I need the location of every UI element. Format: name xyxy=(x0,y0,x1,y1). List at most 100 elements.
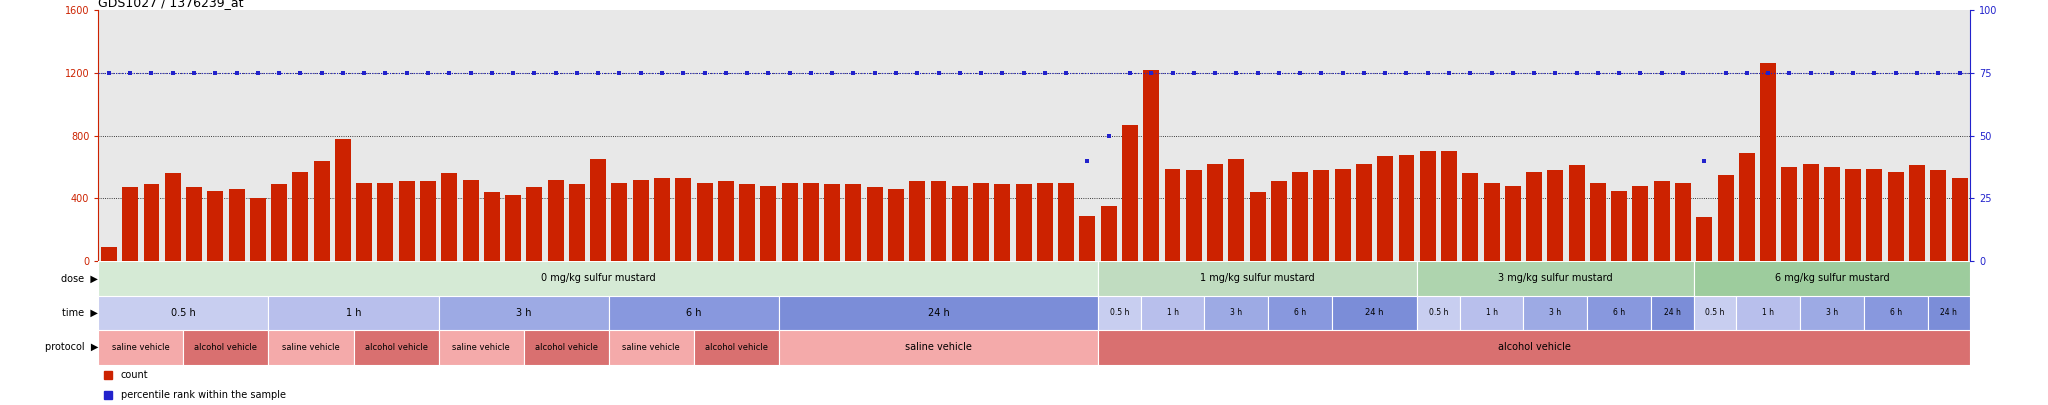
Point xyxy=(774,70,807,76)
Text: alcohol vehicle: alcohol vehicle xyxy=(365,343,428,352)
Text: 6 h: 6 h xyxy=(1890,308,1903,318)
Bar xyxy=(1249,192,1266,261)
Bar xyxy=(526,188,543,261)
Text: alcohol vehicle: alcohol vehicle xyxy=(195,343,258,352)
Text: 24 h: 24 h xyxy=(1663,308,1681,318)
Bar xyxy=(1417,261,1694,296)
Point xyxy=(1731,70,1763,76)
Text: 0.5 h: 0.5 h xyxy=(1110,308,1128,318)
Bar xyxy=(1909,166,1925,261)
Bar xyxy=(356,183,373,261)
Bar xyxy=(866,188,883,261)
Point xyxy=(602,70,635,76)
Bar xyxy=(778,296,1098,330)
Point xyxy=(1774,70,1806,76)
Bar xyxy=(123,188,137,261)
Bar xyxy=(1589,183,1606,261)
Text: dose  ▶: dose ▶ xyxy=(61,273,98,283)
Text: 1 h: 1 h xyxy=(1761,308,1774,318)
Bar xyxy=(739,184,756,261)
Bar xyxy=(1098,296,1141,330)
Point xyxy=(1454,70,1487,76)
Point xyxy=(1198,70,1231,76)
Point xyxy=(1391,70,1423,76)
Point xyxy=(901,70,934,76)
Point xyxy=(1475,70,1507,76)
Bar xyxy=(696,183,713,261)
Bar xyxy=(1759,64,1776,261)
Bar xyxy=(889,189,903,261)
Point xyxy=(752,70,784,76)
Point xyxy=(625,70,657,76)
Bar xyxy=(909,181,926,261)
Bar xyxy=(100,247,117,261)
Text: alcohol vehicle: alcohol vehicle xyxy=(535,343,598,352)
Point xyxy=(539,70,571,76)
Text: alcohol vehicle: alcohol vehicle xyxy=(705,343,768,352)
Bar xyxy=(1651,296,1694,330)
Bar xyxy=(1442,151,1456,261)
Bar xyxy=(1143,70,1159,261)
Point xyxy=(221,70,254,76)
Text: 3 mg/kg sulfur mustard: 3 mg/kg sulfur mustard xyxy=(1497,273,1612,283)
Text: 3 h: 3 h xyxy=(1550,308,1561,318)
Bar xyxy=(1524,296,1587,330)
Point xyxy=(156,70,188,76)
Point xyxy=(1221,70,1253,76)
Point xyxy=(1434,70,1466,76)
Bar xyxy=(952,186,969,261)
Point xyxy=(879,70,911,76)
Point xyxy=(1008,70,1040,76)
Text: 1 mg/kg sulfur mustard: 1 mg/kg sulfur mustard xyxy=(1200,273,1315,283)
Point xyxy=(1604,70,1636,76)
Bar xyxy=(1417,296,1460,330)
Point xyxy=(115,70,147,76)
Point xyxy=(1858,70,1890,76)
Bar xyxy=(1612,191,1628,261)
Bar xyxy=(420,181,436,261)
Bar xyxy=(1165,168,1180,261)
Text: count: count xyxy=(121,370,147,379)
Bar xyxy=(354,330,438,364)
Bar xyxy=(268,330,354,364)
Bar xyxy=(98,296,268,330)
Bar xyxy=(483,192,500,261)
Bar xyxy=(1694,261,1970,296)
Bar xyxy=(1569,166,1585,261)
Bar xyxy=(143,184,160,261)
Bar xyxy=(1098,330,1970,364)
Bar xyxy=(846,184,862,261)
Text: 0.5 h: 0.5 h xyxy=(1706,308,1724,318)
Text: time  ▶: time ▶ xyxy=(61,308,98,318)
Bar xyxy=(1800,296,1864,330)
Point xyxy=(518,70,551,76)
Text: 1 h: 1 h xyxy=(346,308,360,318)
Bar xyxy=(1802,164,1819,261)
Point xyxy=(1581,70,1614,76)
Point xyxy=(582,70,614,76)
Text: 6 h: 6 h xyxy=(1294,308,1307,318)
Point xyxy=(1751,70,1784,76)
Text: 3 h: 3 h xyxy=(1231,308,1243,318)
Point xyxy=(1538,70,1571,76)
Bar xyxy=(1335,168,1350,261)
Point xyxy=(1518,70,1550,76)
Point xyxy=(1645,70,1677,76)
Bar xyxy=(1098,261,1417,296)
Bar xyxy=(1206,164,1223,261)
Point xyxy=(1880,70,1913,76)
Point xyxy=(709,70,741,76)
Bar xyxy=(1272,181,1286,261)
Bar xyxy=(270,184,287,261)
Point xyxy=(305,70,338,76)
Point xyxy=(1710,70,1743,76)
Bar xyxy=(1141,296,1204,330)
Bar xyxy=(313,161,330,261)
Bar xyxy=(633,180,649,261)
Text: 24 h: 24 h xyxy=(1366,308,1384,318)
Bar xyxy=(1718,175,1733,261)
Point xyxy=(455,70,487,76)
Text: saline vehicle: saline vehicle xyxy=(905,342,973,352)
Point xyxy=(391,70,424,76)
Bar xyxy=(1952,178,1968,261)
